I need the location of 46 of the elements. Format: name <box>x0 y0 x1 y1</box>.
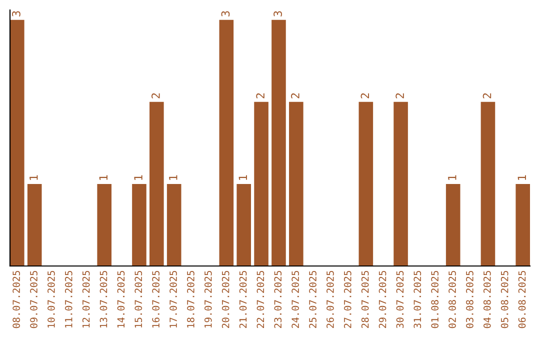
x-tick-label: 01.08.2025 <box>431 270 439 328</box>
data-label: 2 <box>360 93 370 98</box>
x-tick-label: 21.07.2025 <box>239 270 247 328</box>
x-tick-label: 02.08.2025 <box>448 270 456 328</box>
x-tick-label: 16.07.2025 <box>152 270 160 328</box>
data-label: 3 <box>221 11 230 16</box>
data-label: 3 <box>274 11 282 16</box>
x-tick-label: 04.08.2025 <box>483 270 491 328</box>
x-tick-label: 25.07.2025 <box>309 270 316 328</box>
data-label: 1 <box>30 175 38 180</box>
x-tick-label: 15.07.2025 <box>134 270 142 328</box>
x-tick-label: 22.07.2025 <box>256 270 264 328</box>
x-tick-label: 28.07.2025 <box>361 270 369 328</box>
x-tick-label: 20.07.2025 <box>222 270 230 328</box>
data-label: 1 <box>134 175 142 180</box>
data-label: 2 <box>256 93 264 98</box>
x-tick-label: 09.07.2025 <box>30 270 38 328</box>
x-tick-label: 12.07.2025 <box>82 270 90 328</box>
x-tick-label: 29.07.2025 <box>378 270 386 328</box>
data-label: 1 <box>238 175 247 180</box>
data-label: 1 <box>99 175 108 180</box>
x-tick-label: 31.07.2025 <box>414 270 422 328</box>
x-tick-label: 05.08.2025 <box>500 270 508 328</box>
x-tick-label: 13.07.2025 <box>100 270 108 328</box>
data-label: 2 <box>396 93 404 98</box>
x-tick-label: 19.07.2025 <box>204 270 212 328</box>
data-label: 2 <box>291 93 300 98</box>
data-label: 1 <box>518 175 526 180</box>
x-tick-label: 24.07.2025 <box>292 270 300 328</box>
x-tick-label: 23.07.2025 <box>274 270 282 328</box>
x-tick-label: 03.08.2025 <box>466 270 474 328</box>
x-tick-label: 08.07.2025 <box>12 270 20 328</box>
x-tick-label: 30.07.2025 <box>396 270 404 328</box>
data-label: 2 <box>482 93 492 98</box>
data-label: 2 <box>152 93 160 98</box>
data-label: 1 <box>169 175 178 180</box>
x-tick-label: 11.07.2025 <box>64 270 72 328</box>
x-tick-label: 17.07.2025 <box>170 270 177 328</box>
x-tick-label: 14.07.2025 <box>117 270 125 328</box>
x-tick-label: 26.07.2025 <box>326 270 334 328</box>
x-tick-label: 18.07.2025 <box>187 270 194 328</box>
data-label: 1 <box>448 175 456 180</box>
x-tick-label: 10.07.2025 <box>48 270 55 328</box>
x-tick-label: 27.07.2025 <box>344 270 352 328</box>
x-tick-label: 06.08.2025 <box>518 270 526 328</box>
data-label: 3 <box>12 11 20 16</box>
